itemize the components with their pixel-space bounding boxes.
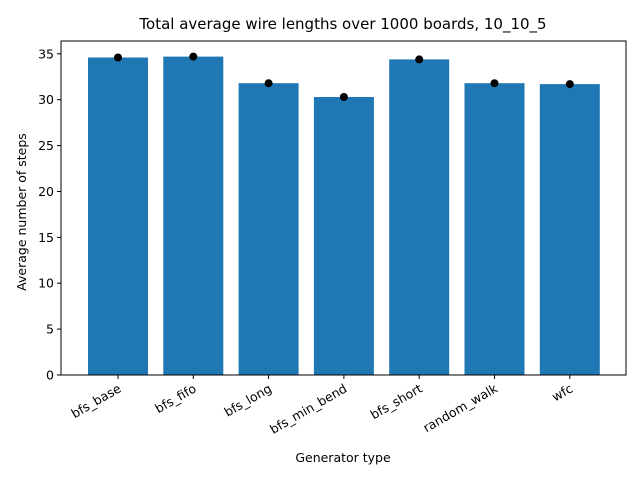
- marker-bfs_fifo: [189, 52, 198, 61]
- marker-wfc: [565, 80, 574, 89]
- bars-layer: [88, 56, 600, 376]
- bar-bfs_min_bend: [313, 97, 374, 375]
- markers-layer: [114, 52, 574, 101]
- x-tick-label-random_walk: random_walk: [420, 380, 500, 435]
- bar-bfs_base: [88, 57, 148, 375]
- x-tick-label-bfs_short: bfs_short: [368, 381, 425, 423]
- x-tick-label-bfs_base: bfs_base: [68, 380, 123, 421]
- bar-bfs_long: [238, 83, 299, 375]
- y-axis-label: Average number of steps: [14, 133, 29, 291]
- marker-bfs_short: [415, 55, 424, 64]
- chart-title: Total average wire lengths over 1000 boa…: [138, 15, 546, 34]
- y-tick-label-10: 10: [38, 276, 54, 291]
- x-axis-label: Generator type: [295, 450, 391, 465]
- bar-random_walk: [464, 83, 525, 375]
- y-tick-label-25: 25: [38, 138, 54, 153]
- bar-bfs_short: [389, 59, 450, 376]
- y-tick-label-5: 5: [46, 322, 54, 337]
- marker-bfs_base: [114, 53, 122, 62]
- y-axis: 0 5 10 15 20 25 30 35: [38, 46, 61, 383]
- x-tick-label-wfc: wfc: [549, 381, 575, 405]
- y-tick-label-15: 15: [38, 230, 54, 245]
- bar-bfs_fifo: [163, 56, 224, 375]
- marker-bfs_min_bend: [339, 93, 348, 101]
- x-tick-label-bfs_long: bfs_long: [221, 381, 274, 420]
- x-tick-label-bfs_min_bend: bfs_min_bend: [267, 381, 349, 437]
- y-tick-label-20: 20: [38, 184, 54, 199]
- bar-wfc: [539, 84, 600, 375]
- y-tick-label-30: 30: [38, 92, 54, 107]
- plot-frame: [60, 40, 627, 376]
- x-tick-label-bfs_fifo: bfs_fifo: [152, 381, 198, 417]
- marker-bfs_long: [264, 79, 273, 88]
- marker-random_walk: [490, 79, 499, 88]
- y-tick-label-0: 0: [46, 368, 54, 383]
- y-tick-label-35: 35: [38, 46, 54, 61]
